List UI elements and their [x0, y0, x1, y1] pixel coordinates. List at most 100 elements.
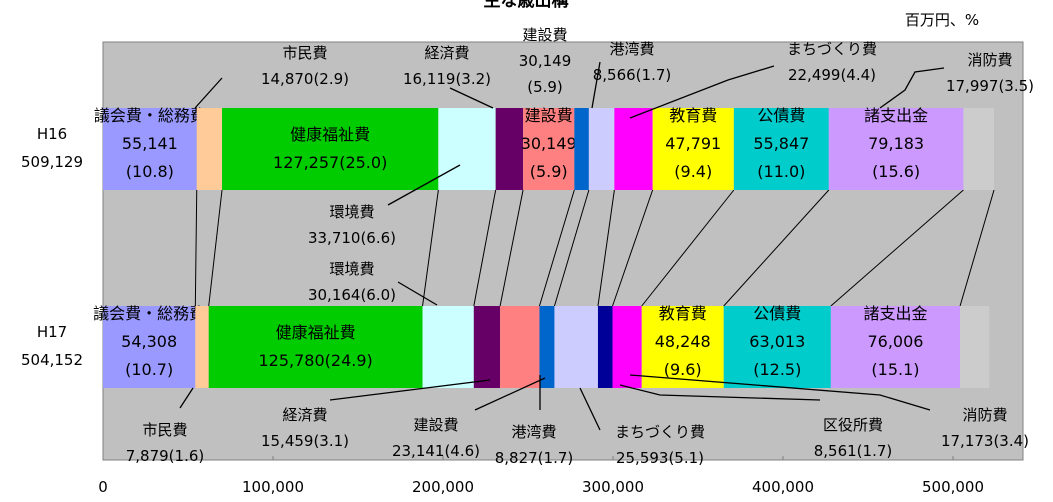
segment-value: 55,141 — [122, 134, 178, 153]
bar-segment-経済費 — [495, 108, 524, 190]
segment-name: 諸支出金 — [864, 106, 928, 125]
segment-value: 79,183 — [868, 134, 924, 153]
segment-percent: (10.8) — [126, 162, 174, 181]
bar-segment-港湾費 — [539, 306, 555, 388]
annotation-h17-kowan-value: 8,827(1.7) — [495, 449, 574, 467]
category-total: 509,129 — [21, 153, 83, 171]
segment-name: 公債費 — [757, 106, 805, 125]
segment-percent: (15.6) — [872, 162, 920, 181]
connector-line — [499, 189, 524, 307]
bar-segment-建設費 — [500, 306, 540, 388]
connector-line — [553, 189, 590, 307]
segment-percent: (15.1) — [871, 360, 919, 379]
segment-name: 公債費 — [753, 304, 801, 323]
annotation-leader-line — [879, 67, 945, 109]
annotation-h17-shobo-name: 消防費 — [962, 406, 1007, 424]
segment-name: 諸支出金 — [863, 304, 927, 323]
segment-name: 建設費 — [525, 106, 573, 125]
segment-percent: (11.0) — [757, 162, 805, 181]
annotation-h16-kensetsu-name: 建設費 — [522, 26, 567, 44]
annotation-leader-line — [579, 387, 601, 431]
bar-segment-消防費 — [612, 306, 642, 388]
annotation-h17-machi-name: まちづくり費 — [615, 423, 705, 441]
segment-value: 30,149 — [521, 134, 577, 153]
x-tick-label: 200,000 — [412, 478, 474, 496]
segment-value: 48,248 — [655, 332, 711, 351]
category-label: H16 — [37, 125, 67, 143]
annotation-h17-keizai-name: 経済費 — [282, 406, 327, 424]
annotation-h16-kensetsu-percent: (5.9) — [527, 78, 563, 96]
segment-percent: (9.6) — [664, 360, 702, 379]
connector-line — [208, 189, 223, 307]
bar-segment-まちづくり費 — [614, 108, 653, 190]
annotation-h16-shobo-value: 17,997(3.5) — [946, 77, 1034, 95]
annotation-h16-shimin-name: 市民費 — [282, 44, 327, 62]
segment-name: 教育費 — [659, 304, 707, 323]
x-tick-label: 500,000 — [922, 478, 984, 496]
segment-value: 76,006 — [867, 332, 923, 351]
bar-segment-諸支出金 — [830, 306, 961, 388]
annotation-h16-shimin-value: 14,870(2.9) — [261, 70, 349, 88]
annotation-h16-machi-value: 22,499(4.4) — [788, 66, 876, 84]
bar-segment-教育費 — [652, 108, 734, 190]
x-tick-label: 400,000 — [752, 478, 814, 496]
segment-value: 63,013 — [749, 332, 805, 351]
segment-name: 健康福祉費 — [290, 125, 370, 144]
segment-name: 議会費・総務費 — [94, 106, 206, 125]
bar-segment-諸支出金 — [828, 108, 964, 190]
connector-line — [194, 189, 198, 307]
segment-percent: (9.4) — [674, 162, 712, 181]
category-label: H17 — [37, 323, 67, 341]
segment-value: 127,257(25.0) — [273, 153, 387, 172]
bar-segment-経済費 — [473, 306, 501, 388]
segment-name: 教育費 — [669, 106, 717, 125]
category-total: 504,152 — [21, 351, 83, 369]
segment-percent: (12.5) — [753, 360, 801, 379]
annotation-h17-kankyo-value: 30,164(6.0) — [308, 286, 396, 304]
connector-line — [422, 189, 439, 307]
x-tick-label: 0 — [98, 478, 108, 496]
bar-segment-区役所費 — [588, 108, 615, 190]
annotation-leader-line — [179, 387, 194, 409]
segment-percent: (5.9) — [530, 162, 568, 181]
bar-segment-議会費・総務費 — [103, 306, 196, 388]
annotation-leader-line — [474, 377, 546, 411]
bar-segment-建設費 — [523, 108, 575, 190]
x-axis: 0 100,000 200,000 300,000 400,000 500,000 — [98, 456, 984, 496]
connector-line — [830, 189, 964, 307]
segment-value: 47,791 — [665, 134, 721, 153]
bar-segment-市民費 — [195, 306, 209, 388]
annotation-leader-line — [629, 374, 931, 411]
annotation-h17-kowan-name: 港湾費 — [511, 423, 556, 441]
annotation-h17-keizai-value: 15,459(3.1) — [261, 432, 349, 450]
x-tick-label: 100,000 — [242, 478, 304, 496]
annotation-h16-keizai-name: 経済費 — [424, 44, 469, 62]
annotation-h16-shobo-name: 消防費 — [967, 51, 1012, 69]
segment-name: 健康福祉費 — [276, 323, 356, 342]
annotation-leader-line — [591, 61, 601, 109]
annotation-leaders — [179, 61, 945, 431]
connector-line — [959, 189, 995, 307]
chart-title: 主な歳出構 — [484, 0, 569, 11]
annotation-h16-keizai-value: 16,119(3.2) — [403, 70, 491, 88]
annotation-h16-kankyo-value: 33,710(6.6) — [308, 229, 396, 247]
connector-line — [723, 189, 830, 307]
bar-segment-健康福祉費 — [222, 108, 439, 190]
annotations: 市民費 14,870(2.9) 経済費 16,119(3.2) 建設費 30,149 (5.… — [126, 26, 1034, 467]
annotation-h17-shimin-name: 市民費 — [142, 421, 187, 439]
unit-label: 百万円、% — [905, 11, 979, 29]
annotation-h17-kensetsu-name: 建設費 — [413, 416, 458, 434]
annotation-leader-line — [629, 65, 775, 119]
bar-segment-環境費 — [422, 306, 474, 388]
annotation-h17-shobo-value: 17,173(3.4) — [941, 432, 1029, 450]
annotation-leader-line — [387, 164, 461, 206]
bar-segment-環境費 — [438, 108, 496, 190]
annotation-h17-kensetsu-value: 23,141(4.6) — [392, 442, 480, 460]
segment-value: 54,308 — [121, 332, 177, 351]
bar-segment-教育費 — [641, 306, 724, 388]
x-tick-label: 300,000 — [582, 478, 644, 496]
bar-segment-議会費・総務費 — [103, 108, 197, 190]
bar-segment-公債費 — [723, 306, 831, 388]
annotation-h16-kowan-value: 8,566(1.7) — [593, 66, 672, 84]
